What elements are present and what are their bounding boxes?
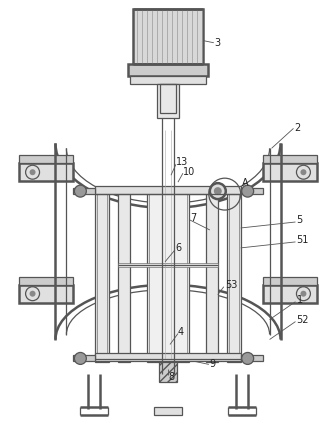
Bar — [133, 9, 203, 64]
Bar — [149, 190, 187, 361]
Text: 9: 9 — [210, 359, 216, 369]
Bar — [95, 188, 109, 362]
Text: 10: 10 — [183, 167, 195, 177]
Circle shape — [300, 169, 306, 175]
Bar — [263, 285, 318, 303]
Bar — [263, 163, 318, 181]
Bar — [18, 285, 73, 303]
Text: A: A — [242, 178, 248, 188]
Bar — [147, 188, 189, 362]
Bar — [263, 277, 318, 285]
Text: 1: 1 — [296, 295, 303, 305]
Circle shape — [30, 291, 36, 297]
Bar — [241, 188, 263, 194]
Bar — [128, 64, 208, 76]
Bar — [18, 277, 73, 285]
Bar — [130, 76, 206, 84]
Circle shape — [214, 187, 222, 195]
Circle shape — [74, 185, 86, 197]
Text: 13: 13 — [176, 157, 188, 167]
Text: 53: 53 — [225, 280, 237, 290]
Bar — [160, 84, 176, 113]
Circle shape — [242, 185, 254, 197]
Circle shape — [74, 353, 86, 365]
Text: 2: 2 — [294, 124, 301, 133]
Bar — [159, 354, 177, 382]
Bar — [241, 355, 263, 361]
Bar — [73, 188, 95, 194]
Text: 52: 52 — [296, 315, 309, 325]
Text: 5: 5 — [296, 215, 303, 225]
Bar — [97, 190, 107, 361]
Circle shape — [300, 291, 306, 297]
Bar — [73, 355, 95, 361]
Circle shape — [242, 353, 254, 365]
Text: 3: 3 — [215, 38, 221, 48]
Text: 51: 51 — [296, 235, 309, 245]
Bar — [18, 163, 73, 181]
Bar — [18, 155, 73, 163]
Text: 4: 4 — [178, 326, 184, 337]
Circle shape — [210, 183, 226, 199]
Bar — [95, 354, 241, 361]
Circle shape — [30, 169, 36, 175]
Bar — [227, 188, 241, 362]
Text: 6: 6 — [175, 243, 181, 253]
Bar — [118, 188, 130, 362]
Bar — [229, 190, 239, 361]
Bar — [157, 84, 179, 118]
Text: 8: 8 — [168, 373, 174, 382]
Bar — [118, 263, 218, 267]
Bar — [95, 186, 241, 194]
Bar — [154, 407, 182, 415]
Bar — [263, 155, 318, 163]
Bar — [206, 188, 218, 362]
Text: 7: 7 — [190, 213, 196, 223]
